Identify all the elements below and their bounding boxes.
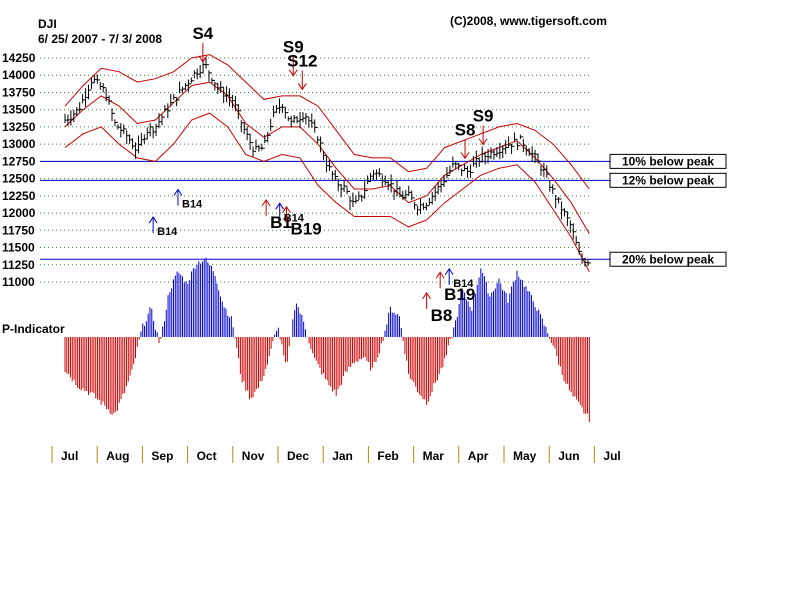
month-label: Jan — [332, 449, 353, 463]
buy-arrow-head — [275, 202, 285, 210]
indicator-label: P-Indicator — [2, 322, 65, 336]
peak-label: 20% below peak — [622, 252, 714, 266]
buy-arrow-head — [173, 188, 183, 196]
signal-label: B1 — [270, 213, 292, 232]
y-tick-label: 12250 — [2, 189, 36, 203]
lower-band — [64, 112, 590, 272]
month-label: Dec — [287, 449, 309, 463]
signal-label: S8 — [455, 120, 476, 139]
header: DJI 6/ 25/ 2007 - 7/ 3/ 2008 (C)2008, ww… — [38, 14, 607, 46]
month-label: Feb — [377, 449, 398, 463]
y-tick-label: 11250 — [2, 258, 35, 272]
month-label: Jul — [603, 449, 620, 463]
peak-label: 12% below peak — [622, 173, 714, 187]
signal-label: B8 — [431, 306, 453, 325]
sell-arrow-head — [478, 138, 488, 146]
buy-arrow-head — [435, 271, 445, 279]
signal-label: B14 — [157, 226, 178, 238]
signal-label: S9 — [283, 38, 304, 57]
buy-arrow-head — [148, 216, 158, 224]
signal-label: B19 — [290, 220, 321, 239]
price-bars — [64, 57, 591, 267]
signal-label: S12 — [287, 51, 317, 70]
month-label: Oct — [197, 449, 217, 463]
signal-label: B19 — [444, 285, 475, 304]
month-label: Nov — [242, 449, 265, 463]
signal-label: B14 — [453, 278, 474, 290]
y-tick-label: 14250 — [2, 51, 36, 65]
month-label: Jun — [558, 449, 579, 463]
month-label: May — [513, 449, 537, 463]
y-tick-label: 12750 — [2, 154, 36, 168]
peak-label-box — [609, 251, 727, 267]
peak-lines: 10% below peak 12% below peak 20% below pe… — [40, 153, 727, 267]
middle-band — [64, 81, 590, 235]
sell-arrow-head — [288, 69, 298, 77]
signal-label: B14 — [182, 199, 203, 211]
chart-title: DJI — [38, 17, 57, 31]
upper-band — [64, 54, 590, 190]
bands — [64, 54, 590, 272]
signal-label: S9 — [473, 107, 494, 126]
month-label: Jul — [61, 449, 78, 463]
peak-label-box — [609, 172, 727, 188]
signal-label: B14 — [284, 212, 305, 224]
buy-arrow-head — [444, 267, 454, 276]
y-axis: 14250 14000 13750 13500 13250 13000 12750 12500… — [2, 51, 36, 289]
y-tick-label: 11750 — [2, 223, 35, 237]
y-tick-label: 12000 — [2, 206, 36, 220]
buy-arrow-head — [282, 205, 291, 214]
copyright: (C)2008, www.tigersoft.com — [450, 14, 607, 28]
month-label: Sep — [151, 449, 173, 463]
y-tick-label: 13250 — [2, 120, 36, 134]
sell-arrow-head — [460, 152, 470, 160]
y-tick-label: 12500 — [2, 172, 36, 186]
signal-label: S4 — [192, 24, 213, 43]
grid — [40, 57, 592, 283]
y-tick-label: 13500 — [2, 103, 36, 117]
x-axis: Jul Aug Sep Oct Nov Dec Jan Feb Mar Apr May Jun Jul — [51, 446, 621, 463]
buy-arrow-head — [422, 291, 432, 300]
peak-label-box — [609, 153, 727, 169]
sell-arrow-head — [198, 55, 208, 63]
month-label: Mar — [423, 449, 445, 463]
y-tick-label: 13750 — [2, 85, 36, 99]
p-indicator — [64, 257, 590, 423]
y-tick-label: 11500 — [2, 241, 35, 255]
y-tick-label: 14000 — [2, 68, 36, 82]
buy-arrow-head — [261, 198, 271, 207]
peak-label: 10% below peak — [622, 154, 714, 168]
y-tick-label: 13000 — [2, 137, 36, 151]
y-tick-label: 11000 — [2, 275, 35, 289]
sell-arrow-head — [297, 83, 307, 91]
chart-subtitle: 6/ 25/ 2007 - 7/ 3/ 2008 — [38, 32, 162, 46]
month-label: Apr — [468, 449, 489, 463]
month-label: Aug — [106, 449, 129, 463]
